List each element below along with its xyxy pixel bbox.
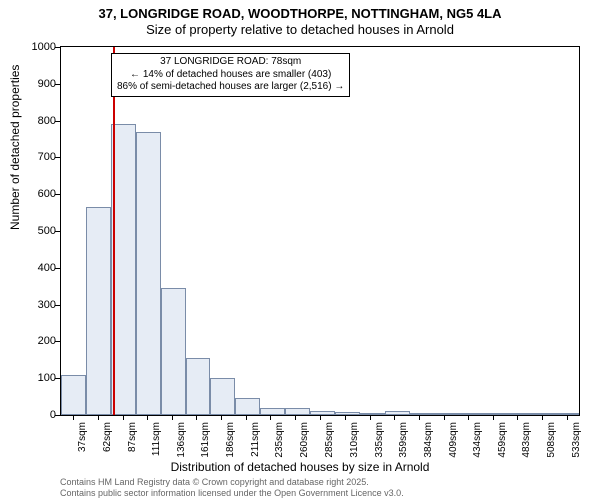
y-tick-mark [55, 84, 60, 85]
y-tick-mark [55, 231, 60, 232]
x-tick-label: 211sqm [250, 422, 261, 466]
histogram-bar [335, 412, 360, 415]
histogram-bar [410, 413, 435, 415]
x-tick-mark [270, 415, 271, 420]
x-tick-mark [246, 415, 247, 420]
histogram-bar [484, 413, 509, 415]
histogram-bar [435, 413, 460, 415]
x-tick-label: 87sqm [127, 422, 138, 466]
x-tick-label: 459sqm [497, 422, 508, 466]
y-tick-label: 400 [38, 262, 56, 274]
x-tick-label: 136sqm [176, 422, 187, 466]
marker-line [113, 47, 115, 415]
x-tick-mark [221, 415, 222, 420]
footer-line-2: Contains public sector information licen… [60, 488, 404, 498]
y-tick-label: 800 [38, 115, 56, 127]
y-tick-label: 500 [38, 225, 56, 237]
histogram-bar [559, 413, 579, 415]
histogram-bar [509, 413, 534, 415]
y-tick-label: 200 [38, 335, 56, 347]
x-tick-mark [123, 415, 124, 420]
x-tick-mark [147, 415, 148, 420]
x-tick-mark [567, 415, 568, 420]
histogram-bar [360, 413, 385, 415]
annotation-line-2: ← 14% of detached houses are smaller (40… [117, 69, 344, 82]
footer-attribution: Contains HM Land Registry data © Crown c… [60, 477, 404, 498]
y-tick-mark [55, 121, 60, 122]
x-tick-mark [320, 415, 321, 420]
y-tick-label: 600 [38, 188, 56, 200]
chart-title-sub: Size of property relative to detached ho… [0, 22, 600, 37]
x-tick-mark [419, 415, 420, 420]
y-tick-mark [55, 378, 60, 379]
histogram-bar [260, 408, 285, 415]
plot-area: 37 LONGRIDGE ROAD: 78sqm ← 14% of detach… [60, 46, 580, 416]
x-tick-mark [394, 415, 395, 420]
x-tick-label: 235sqm [274, 422, 285, 466]
y-tick-mark [55, 157, 60, 158]
histogram-bar [210, 378, 235, 415]
chart-container: 37, LONGRIDGE ROAD, WOODTHORPE, NOTTINGH… [0, 0, 600, 500]
histogram-bar [459, 413, 484, 415]
y-tick-label: 900 [38, 78, 56, 90]
annotation-box: 37 LONGRIDGE ROAD: 78sqm ← 14% of detach… [111, 53, 350, 97]
x-tick-label: 111sqm [151, 422, 162, 466]
y-tick-label: 1000 [32, 41, 56, 53]
x-tick-label: 161sqm [200, 422, 211, 466]
y-tick-label: 700 [38, 151, 56, 163]
histogram-bar [161, 288, 186, 415]
x-tick-label: 384sqm [423, 422, 434, 466]
histogram-bar [285, 408, 310, 415]
x-tick-mark [172, 415, 173, 420]
x-tick-label: 434sqm [472, 422, 483, 466]
y-tick-mark [55, 415, 60, 416]
x-tick-mark [196, 415, 197, 420]
x-tick-label: 310sqm [349, 422, 360, 466]
y-tick-mark [55, 268, 60, 269]
histogram-bar [235, 398, 260, 415]
annotation-line-1: 37 LONGRIDGE ROAD: 78sqm [117, 56, 344, 69]
x-tick-label: 533sqm [571, 422, 582, 466]
y-axis-label: Number of detached properties [8, 65, 22, 230]
histogram-bar [186, 358, 211, 415]
y-tick-mark [55, 341, 60, 342]
histogram-bar [136, 132, 161, 415]
x-tick-mark [493, 415, 494, 420]
x-tick-label: 359sqm [398, 422, 409, 466]
x-tick-mark [345, 415, 346, 420]
x-tick-mark [517, 415, 518, 420]
chart-title-main: 37, LONGRIDGE ROAD, WOODTHORPE, NOTTINGH… [0, 6, 600, 21]
x-tick-mark [295, 415, 296, 420]
histogram-bar [310, 411, 335, 415]
x-tick-mark [370, 415, 371, 420]
x-tick-label: 285sqm [324, 422, 335, 466]
x-tick-label: 335sqm [374, 422, 385, 466]
footer-line-1: Contains HM Land Registry data © Crown c… [60, 477, 404, 487]
x-tick-mark [468, 415, 469, 420]
x-tick-label: 409sqm [448, 422, 459, 466]
x-tick-mark [73, 415, 74, 420]
y-tick-mark [55, 47, 60, 48]
histogram-bar [86, 207, 111, 415]
histogram-bar [61, 375, 86, 415]
y-tick-label: 100 [38, 372, 56, 384]
annotation-line-3: 86% of semi-detached houses are larger (… [117, 81, 344, 94]
x-tick-label: 37sqm [77, 422, 88, 466]
x-tick-label: 62sqm [102, 422, 113, 466]
y-tick-label: 300 [38, 299, 56, 311]
x-tick-mark [98, 415, 99, 420]
y-tick-mark [55, 305, 60, 306]
x-tick-mark [542, 415, 543, 420]
y-tick-mark [55, 194, 60, 195]
x-tick-label: 508sqm [546, 422, 557, 466]
x-tick-label: 483sqm [521, 422, 532, 466]
histogram-bar [385, 411, 410, 415]
x-tick-label: 186sqm [225, 422, 236, 466]
x-tick-mark [444, 415, 445, 420]
x-tick-label: 260sqm [299, 422, 310, 466]
histogram-bar [534, 413, 559, 415]
